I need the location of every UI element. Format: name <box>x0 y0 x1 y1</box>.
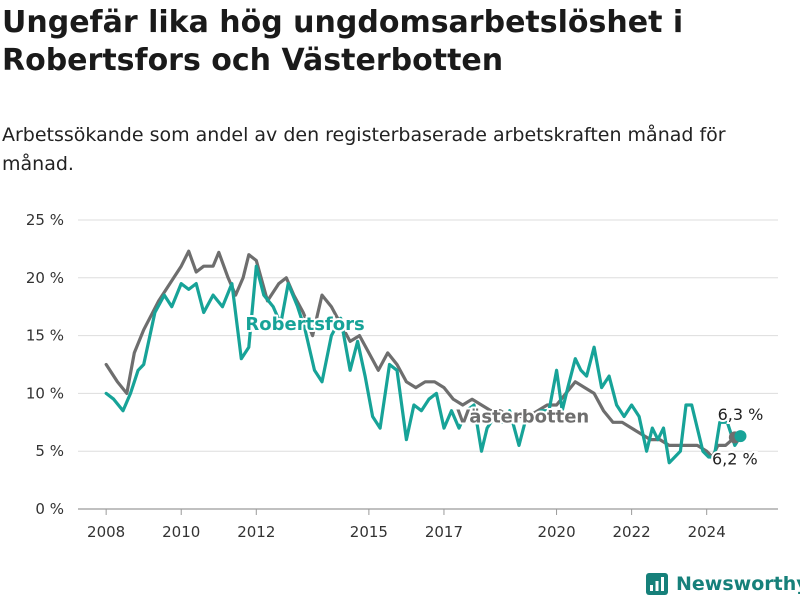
series-line-robertsfors <box>104 264 743 465</box>
x-tick-label: 2024 <box>688 523 726 541</box>
y-tick-label: 15 % <box>26 327 64 345</box>
series-line-v-sterbotten <box>104 249 737 459</box>
x-tick-label: 2010 <box>162 523 200 541</box>
x-tick-label: 2012 <box>237 523 275 541</box>
y-tick-label: 20 % <box>26 269 64 287</box>
x-tick-label: 2017 <box>425 523 463 541</box>
series-annotation: Robertsfors <box>245 314 364 335</box>
chart-title: Ungefär lika hög ungdomsarbetslöshet i R… <box>2 5 684 78</box>
newsworthy-logo-icon <box>646 573 668 595</box>
y-tick-label: 10 % <box>26 384 64 402</box>
series-lines <box>104 249 743 465</box>
y-tick-label: 0 % <box>35 500 64 518</box>
end-value-label: 6,2 % <box>712 449 758 468</box>
series-annotations: Robertsfors Västerbotten <box>243 312 591 429</box>
x-tick-label: 2022 <box>613 523 651 541</box>
end-value-label: 6,3 % <box>718 405 764 424</box>
y-axis-labels: 0 % 5 % 10 % 15 % 20 % 25 % <box>26 211 64 518</box>
x-tick-label: 2020 <box>537 523 575 541</box>
series-annotation: Västerbotten <box>456 406 589 427</box>
x-axis: 2008 2010 2012 2015 2017 2020 2022 2024 <box>87 509 726 541</box>
y-tick-label: 25 % <box>26 211 64 229</box>
end-labels: 6,2 % 6,3 % <box>710 403 765 470</box>
brand-name: Newsworthy <box>676 573 800 595</box>
x-tick-label: 2015 <box>350 523 388 541</box>
y-tick-label: 5 % <box>35 442 64 460</box>
x-tick-label: 2008 <box>87 523 125 541</box>
end-point <box>734 430 747 443</box>
brand-logo[interactable]: Newsworthy <box>645 568 800 600</box>
gridlines <box>78 219 778 510</box>
chart-subtitle: Arbetssökande som andel av den registerb… <box>2 124 726 175</box>
